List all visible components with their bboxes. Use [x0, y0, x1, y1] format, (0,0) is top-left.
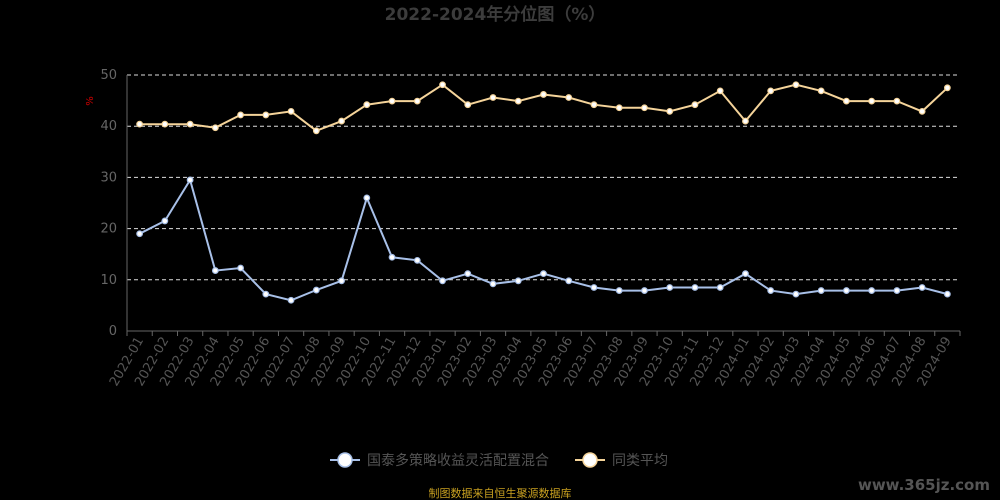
data-point: [186, 176, 194, 184]
data-point: [792, 81, 800, 89]
data-point: [742, 270, 749, 278]
y-tick-labels: 0 10 20 30 40 50: [100, 68, 117, 339]
data-point: [742, 117, 749, 125]
data-point: [641, 287, 648, 294]
data-point: [767, 287, 775, 294]
data-point: [792, 290, 800, 298]
y-tick-label: 40: [100, 119, 117, 134]
legend[interactable]: 国泰多策略收益灵活配置混合 同类平均: [330, 452, 668, 469]
data-point: [211, 124, 219, 132]
y-tick-label: 50: [100, 68, 117, 83]
watermark: www.365jz.com: [858, 476, 990, 494]
data-point: [237, 264, 244, 272]
data-point: [287, 107, 295, 115]
data-point: [817, 87, 825, 95]
data-point: [136, 120, 144, 128]
data-point: [262, 290, 270, 298]
source-note: 制图数据来自恒生聚源数据库: [429, 486, 572, 500]
data-point: [363, 101, 371, 109]
data-point: [843, 97, 850, 105]
data-point: [590, 284, 598, 291]
data-point: [868, 287, 876, 294]
data-point: [312, 286, 320, 294]
data-point: [388, 253, 396, 261]
data-point: [918, 284, 926, 291]
y-tick-label: 20: [100, 222, 117, 237]
data-point: [893, 287, 901, 294]
series-line: [139, 177, 948, 302]
chart-title: 2022-2024年分位图（%）: [385, 4, 606, 25]
data-point: [464, 270, 472, 278]
legend-label: 同类平均: [612, 453, 668, 469]
data-point: [590, 101, 598, 109]
data-point: [439, 277, 446, 285]
axes: [126, 75, 961, 336]
data-point: [161, 217, 169, 225]
data-point: [338, 277, 345, 285]
y-tick-label: 0: [109, 324, 117, 339]
data-point: [666, 284, 674, 291]
data-point: [388, 97, 396, 105]
data-point: [691, 284, 699, 291]
data-point: [767, 87, 775, 95]
data-point: [489, 280, 497, 288]
data-point: [918, 107, 926, 115]
data-point: [691, 101, 699, 109]
data-point: [615, 104, 623, 112]
legend-label: 国泰多策略收益灵活配置混合: [367, 452, 549, 469]
y-tick-label: 10: [100, 273, 117, 288]
data-point: [540, 270, 547, 278]
data-point: [312, 127, 320, 135]
data-point: [514, 277, 522, 285]
data-point: [716, 87, 724, 95]
data-point: [363, 194, 371, 202]
data-point: [287, 296, 295, 304]
data-point: [666, 107, 674, 115]
data-point: [464, 101, 472, 109]
data-point: [565, 277, 573, 285]
data-point: [943, 290, 951, 298]
legend-marker: [337, 452, 353, 468]
data-point: [186, 120, 194, 128]
data-point: [565, 94, 573, 101]
data-point: [893, 97, 901, 105]
y-tick-label: 30: [100, 170, 117, 185]
data-point: [136, 230, 144, 238]
data-point: [439, 81, 446, 89]
data-point: [338, 117, 345, 125]
data-point: [868, 97, 876, 105]
data-point: [540, 91, 547, 98]
series-lines: [136, 81, 951, 304]
grid-lines: [127, 74, 960, 281]
data-point: [237, 111, 244, 119]
data-point: [843, 287, 850, 294]
data-point: [615, 287, 623, 294]
data-point: [641, 104, 648, 112]
x-tick-labels: 2022-012022-022022-032022-042022-052022-…: [107, 334, 955, 389]
data-point: [489, 94, 497, 101]
data-point: [262, 111, 270, 119]
data-point: [943, 84, 951, 92]
data-point: [161, 120, 169, 128]
y-axis-label: %: [85, 96, 96, 106]
data-point: [716, 284, 724, 291]
data-point: [413, 97, 421, 105]
legend-marker: [582, 452, 598, 468]
data-point: [211, 267, 219, 274]
data-point: [413, 256, 421, 264]
data-point: [817, 287, 825, 294]
data-point: [514, 97, 522, 105]
